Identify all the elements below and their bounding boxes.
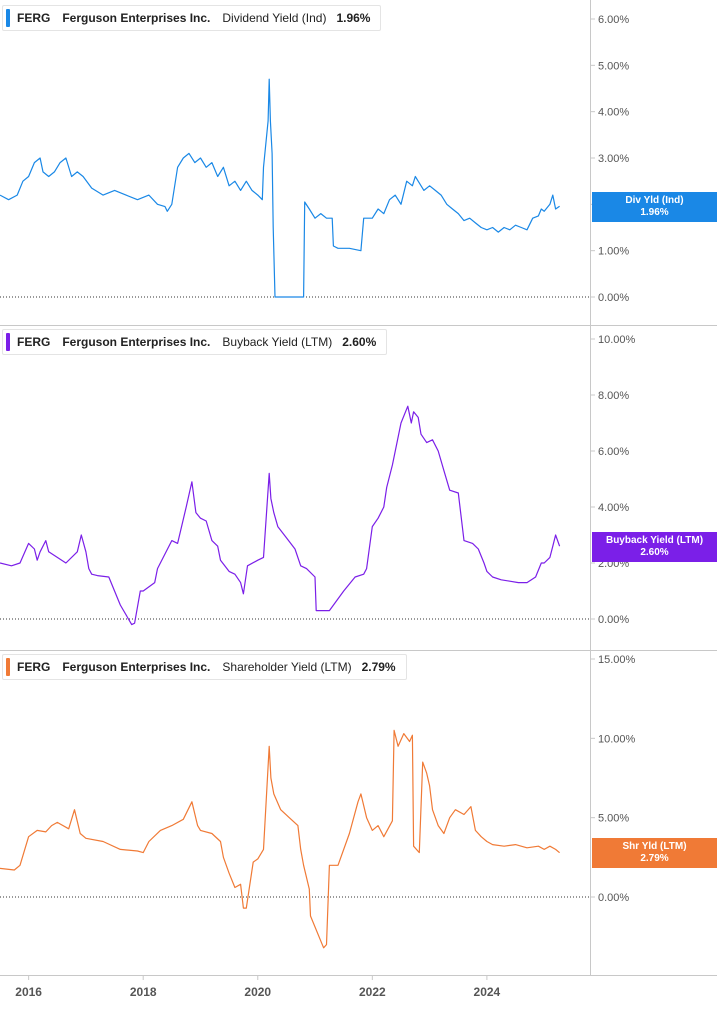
current-value-tag-shareholder: Shr Yld (LTM) 2.79% (592, 838, 717, 868)
legend-swatch (6, 9, 10, 27)
y-tick-label: 8.00% (598, 390, 629, 402)
y-tick-label: 6.00% (598, 14, 629, 26)
y-tick-label: 5.00% (598, 60, 629, 72)
tag-value: 2.60% (640, 547, 669, 558)
y-tick-label: 0.00% (598, 292, 629, 304)
x-tick-label: 2020 (244, 985, 271, 999)
current-value-tag-buyback: Buyback Yield (LTM) 2.60% (592, 532, 717, 562)
y-tick-label: 6.00% (598, 446, 629, 458)
x-tick-label: 2022 (359, 985, 386, 999)
x-tick-label: 2024 (474, 985, 501, 999)
y-tick-label: 0.00% (598, 614, 629, 626)
series-line-2 (0, 405, 561, 626)
y-tick-label: 0.00% (598, 892, 629, 904)
legend-dividend-yield[interactable]: FERG Ferguson Enterprises Inc. Dividend … (2, 5, 382, 31)
series-line-3 (0, 729, 560, 949)
y-tick-label: 4.00% (598, 502, 629, 514)
x-tick-label: 2016 (15, 985, 42, 999)
x-tick-label: 2018 (130, 985, 157, 999)
legend-value: 2.79% (361, 660, 396, 674)
legend-ticker: FERG (17, 11, 51, 25)
legend-value: 1.96% (336, 11, 371, 25)
legend-buyback-yield[interactable]: FERG Ferguson Enterprises Inc. Buyback Y… (2, 329, 388, 355)
legend-ticker: FERG (17, 660, 51, 674)
legend-shareholder-yield[interactable]: FERG Ferguson Enterprises Inc. Sharehold… (2, 654, 407, 680)
legend-value: 2.60% (342, 335, 377, 349)
tag-value: 2.79% (640, 853, 669, 864)
legend-swatch (6, 658, 10, 676)
legend-metric: Shareholder Yield (LTM) (222, 660, 352, 674)
legend-metric: Buyback Yield (LTM) (222, 335, 333, 349)
legend-company: Ferguson Enterprises Inc. (62, 11, 211, 25)
legend-metric: Dividend Yield (Ind) (222, 11, 327, 25)
legend-company: Ferguson Enterprises Inc. (62, 335, 211, 349)
y-tick-label: 4.00% (598, 107, 629, 119)
tag-label: Shr Yld (LTM) (622, 841, 687, 852)
series-line-1 (0, 78, 560, 298)
y-tick-label: 15.00% (598, 654, 636, 666)
legend-company: Ferguson Enterprises Inc. (62, 660, 211, 674)
legend-swatch (6, 333, 10, 351)
y-tick-label: 3.00% (598, 153, 629, 165)
y-tick-label: 10.00% (598, 334, 636, 346)
tag-label: Div Yld (Ind) (625, 195, 684, 206)
tag-label: Buyback Yield (LTM) (605, 535, 704, 546)
y-tick-label: 10.00% (598, 733, 636, 745)
y-tick-label: 5.00% (598, 813, 629, 825)
tag-value: 1.96% (640, 207, 669, 218)
current-value-tag-dividend: Div Yld (Ind) 1.96% (592, 192, 717, 222)
y-tick-label: 1.00% (598, 246, 629, 258)
legend-ticker: FERG (17, 335, 51, 349)
